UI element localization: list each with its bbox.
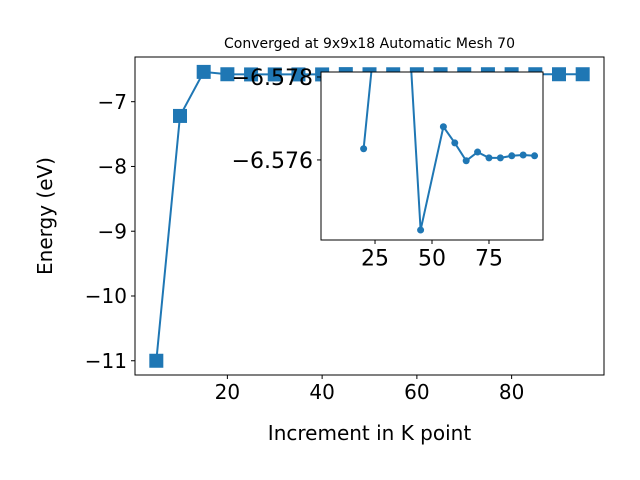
chart-title: Converged at 9x9x18 Automatic Mesh 70 [224, 36, 515, 52]
x-tick-label: 75 [475, 247, 503, 272]
axes-frame [134, 56, 605, 376]
x-axis-label: Increment in K point [268, 421, 472, 445]
series [360, 72, 539, 234]
y-tick-label: −6.578 [232, 66, 313, 91]
marker [496, 154, 504, 162]
marker [196, 64, 211, 79]
marker [551, 67, 566, 82]
y-axis-label: Energy (eV) [33, 157, 57, 275]
marker [267, 67, 282, 82]
y-tick-label: −9 [98, 219, 127, 243]
marker [360, 145, 368, 153]
marker [462, 157, 470, 165]
y-tick-label: −7 [98, 90, 127, 114]
marker [173, 108, 188, 123]
marker [220, 67, 235, 82]
marker [519, 151, 527, 159]
marker [244, 67, 259, 82]
x-tick-label: 60 [404, 380, 429, 404]
marker [531, 152, 539, 160]
marker [291, 67, 306, 82]
marker [485, 154, 493, 162]
x-tick-label: 25 [361, 247, 389, 272]
x-tick-label: 20 [215, 380, 240, 404]
marker [439, 123, 447, 131]
y-tick-label: −8 [98, 155, 127, 179]
y-tick-label: −10 [85, 284, 127, 308]
x-tick-label: 40 [309, 380, 334, 404]
marker [508, 152, 516, 160]
marker [474, 148, 482, 156]
marker [149, 353, 164, 368]
marker [451, 139, 459, 147]
marker [417, 226, 425, 234]
x-tick-label: 50 [418, 247, 446, 272]
y-tick-label: −11 [85, 349, 127, 373]
x-tick-label: 80 [499, 380, 524, 404]
y-tick-label: −6.576 [232, 149, 313, 174]
marker [575, 67, 590, 82]
